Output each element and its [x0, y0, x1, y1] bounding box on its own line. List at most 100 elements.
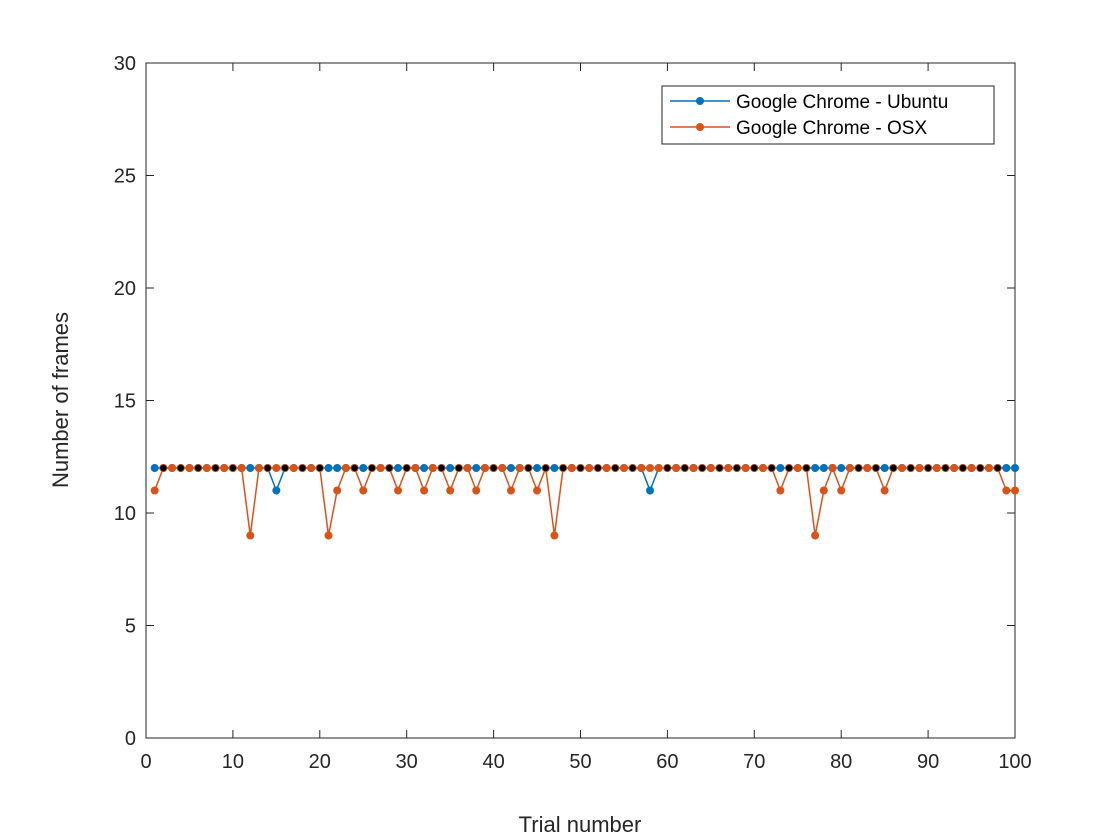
data-point-osx: [289, 464, 298, 472]
overlap-point: [386, 464, 393, 472]
data-point-osx: [984, 464, 993, 472]
x-tick-label: 10: [222, 751, 244, 773]
overlap-point: [629, 464, 636, 472]
overlap-point: [594, 464, 602, 472]
data-point-osx: [1011, 486, 1019, 495]
overlap-point: [177, 464, 184, 472]
x-tick-label: 90: [917, 751, 939, 773]
y-tick-label: 5: [125, 616, 136, 638]
overlap-point: [194, 464, 202, 472]
overlap-point: [681, 464, 688, 472]
overlap-point: [924, 464, 932, 472]
data-point-osx: [898, 464, 907, 472]
data-point-osx: [237, 464, 246, 472]
overlap-point: [890, 464, 897, 472]
data-point-osx: [533, 486, 542, 495]
data-point-ubuntu: [272, 486, 281, 495]
x-tick-label: 70: [743, 751, 765, 773]
data-point-osx: [706, 464, 715, 472]
y-axis: 0 5 10 15 20 25 30: [114, 53, 1015, 750]
plot-area: [145, 62, 1016, 739]
data-point-ubuntu: [819, 464, 828, 472]
overlap-point: [559, 464, 567, 472]
overlap-point: [264, 464, 271, 472]
data-point-osx: [202, 464, 211, 472]
data-point-osx: [811, 531, 820, 540]
overlap-point: [368, 464, 376, 472]
overlap-point: [281, 464, 289, 472]
y-tick-label: 0: [125, 728, 136, 750]
overlap-point: [768, 464, 775, 472]
legend-marker-ubuntu: [696, 97, 704, 105]
data-point-ubuntu: [333, 464, 342, 472]
overlap-point: [855, 464, 862, 472]
overlap-point: [490, 464, 497, 472]
x-tick-label: 0: [140, 751, 151, 773]
data-point-osx: [506, 486, 515, 495]
data-point-osx: [185, 464, 194, 472]
data-point-osx: [758, 464, 767, 472]
legend-label-ubuntu: Google Chrome - Ubuntu: [736, 92, 948, 113]
overlap-point: [751, 464, 758, 472]
data-point-osx: [828, 464, 837, 472]
overlap-point: [525, 464, 532, 472]
data-point-ubuntu: [506, 464, 515, 472]
legend-label-osx: Google Chrome - OSX: [736, 118, 927, 139]
y-tick-label: 10: [114, 503, 136, 525]
overlap-point: [907, 464, 914, 472]
overlap-point: [455, 464, 463, 472]
data-point-osx: [619, 464, 628, 472]
data-point-ubuntu: [246, 464, 255, 472]
legend-box: [661, 85, 995, 145]
y-tick-label: 25: [114, 166, 136, 188]
data-point-osx: [950, 464, 959, 472]
legend: Google Chrome - Ubuntu Google Chrome - O…: [661, 85, 995, 145]
overlap-point: [959, 464, 967, 472]
overlap-point: [577, 464, 584, 472]
data-point-osx: [602, 464, 611, 472]
data-point-ubuntu: [1002, 464, 1011, 472]
data-point-ubuntu: [646, 486, 655, 495]
data-point-osx: [567, 464, 576, 472]
x-axis-label: Trial number: [519, 812, 642, 837]
overlap-point: [612, 464, 619, 472]
data-point-osx: [932, 464, 941, 472]
data-point-ubuntu: [1011, 464, 1019, 472]
data-point-osx: [550, 531, 559, 540]
x-tick-label: 80: [830, 751, 852, 773]
x-tick-label: 30: [396, 751, 418, 773]
data-point-osx: [585, 464, 594, 472]
data-point-osx: [376, 464, 385, 472]
data-point-ubuntu: [359, 464, 368, 472]
data-point-osx: [915, 464, 924, 472]
data-point-ubuntu: [880, 464, 889, 472]
data-point-osx: [863, 464, 872, 472]
series-line-osx: [153, 467, 1015, 537]
data-point-ubuntu: [472, 464, 481, 472]
data-point-osx: [333, 486, 342, 495]
overlap-point: [994, 464, 1001, 472]
data-point-osx: [689, 464, 698, 472]
data-point-osx: [741, 464, 750, 472]
data-point-osx: [341, 464, 350, 472]
data-point-ubuntu: [394, 464, 403, 472]
data-point-osx: [307, 464, 316, 472]
data-point-osx: [837, 486, 846, 495]
data-point-osx: [463, 464, 472, 472]
overlap-point: [803, 464, 810, 472]
x-tick-label: 60: [656, 751, 678, 773]
data-point-osx: [420, 486, 429, 495]
data-point-osx: [394, 486, 403, 495]
data-point-osx: [324, 531, 333, 540]
data-point-osx: [967, 464, 976, 472]
x-axis: 0 10 20 30 40 50 60 70 80 90 100: [140, 63, 1032, 773]
overlap-markers: [160, 464, 1001, 472]
overlap-point: [716, 464, 723, 472]
data-point-osx: [515, 464, 524, 472]
overlap-point: [212, 464, 219, 472]
data-point-osx: [254, 464, 263, 472]
data-point-osx: [359, 486, 368, 495]
data-point-osx: [150, 486, 159, 495]
overlap-point: [542, 464, 549, 472]
